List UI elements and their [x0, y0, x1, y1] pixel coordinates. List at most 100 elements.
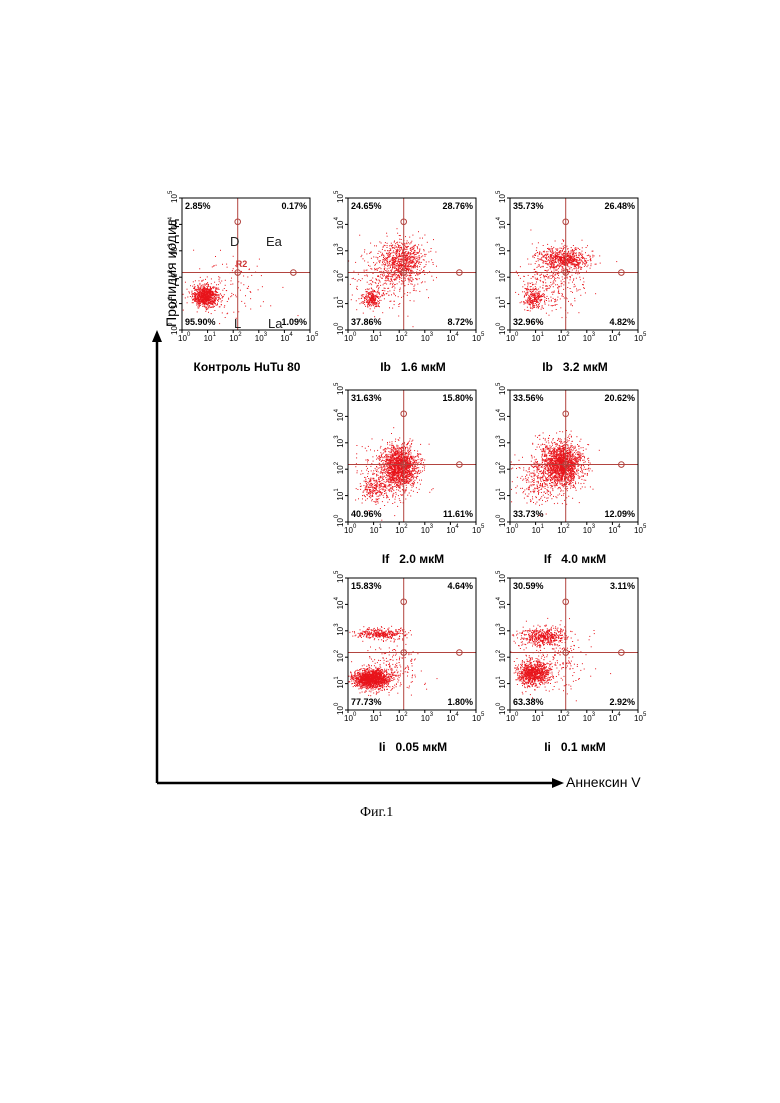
event-dot: [433, 280, 434, 281]
event-dot: [199, 289, 200, 290]
event-dot: [380, 487, 381, 488]
event-dot: [552, 262, 553, 263]
event-dot: [537, 301, 538, 302]
event-dot: [419, 251, 420, 252]
event-dot: [415, 267, 416, 268]
event-dot: [383, 477, 384, 478]
panel-ib-3-2: 10010010110110210210310310410410510535.7…: [500, 198, 640, 348]
event-dot: [406, 276, 407, 277]
event-dot: [377, 306, 378, 307]
event-dot: [537, 258, 538, 259]
event-dot: [549, 278, 550, 279]
event-dot: [185, 297, 186, 298]
event-dot: [209, 302, 210, 303]
event-dot: [213, 293, 214, 294]
event-dot: [542, 257, 543, 258]
event-dot: [225, 317, 226, 318]
event-dot: [544, 302, 545, 303]
event-dot: [201, 286, 202, 287]
event-dot: [211, 299, 212, 300]
event-dot: [571, 258, 572, 259]
event-dot: [541, 274, 542, 275]
event-dot: [381, 255, 382, 256]
event-dot: [219, 279, 220, 280]
event-dot: [208, 293, 209, 294]
event-dot: [557, 284, 558, 285]
event-dot: [406, 261, 407, 262]
event-dot: [379, 262, 380, 263]
event-dot: [527, 292, 528, 293]
event-dot: [391, 491, 392, 492]
event-dot: [210, 287, 211, 288]
event-dot: [572, 270, 573, 271]
event-dot: [546, 313, 547, 314]
event-dot: [553, 247, 554, 248]
event-dot: [583, 258, 584, 259]
event-dot: [536, 297, 537, 298]
event-dot: [552, 250, 553, 251]
event-dot: [401, 297, 402, 298]
event-dot: [396, 261, 397, 262]
event-dot: [197, 311, 198, 312]
event-dot: [392, 267, 393, 268]
event-dot: [544, 252, 545, 253]
event-dot: [384, 290, 385, 291]
event-dot: [558, 290, 559, 291]
event-dot: [230, 296, 231, 297]
event-dot: [224, 288, 225, 289]
event-dot: [398, 265, 399, 266]
event-dot: [404, 248, 405, 249]
event-dot: [363, 296, 364, 297]
event-dot: [561, 252, 562, 253]
event-dot: [370, 308, 371, 309]
event-dot: [552, 310, 553, 311]
event-dot: [563, 296, 564, 297]
event-dot: [361, 295, 362, 296]
event-dot: [550, 250, 551, 251]
event-dot: [201, 281, 202, 282]
quadrant-percent-upper-left: 35.73%: [513, 201, 544, 211]
event-dot: [395, 253, 396, 254]
event-dot: [201, 300, 202, 301]
event-dot: [560, 250, 561, 251]
event-dot: [532, 293, 533, 294]
event-dot: [209, 296, 210, 297]
event-dot: [529, 304, 530, 305]
event-dot: [531, 293, 532, 294]
event-dot: [386, 277, 387, 278]
event-dot: [524, 309, 525, 310]
event-dot: [213, 306, 214, 307]
event-dot: [537, 306, 538, 307]
event-dot: [419, 274, 420, 275]
event-dot: [191, 292, 192, 293]
event-dot: [546, 270, 547, 271]
event-dot: [371, 293, 372, 294]
event-dot: [371, 288, 372, 289]
event-dot: [578, 266, 579, 267]
event-dot: [547, 267, 548, 268]
event-dot: [298, 315, 299, 316]
event-dot: [214, 287, 215, 288]
event-dot: [208, 300, 209, 301]
event-dot: [524, 276, 525, 277]
event-dot: [410, 283, 411, 284]
x-axis-label: Аннексин V: [566, 774, 641, 790]
event-dot: [541, 296, 542, 297]
event-dot: [536, 282, 537, 283]
event-dot: [544, 277, 545, 278]
event-dot: [553, 276, 554, 277]
event-dot: [366, 275, 367, 276]
event-dot: [214, 306, 215, 307]
event-dot: [379, 251, 380, 252]
event-dot: [551, 300, 552, 301]
event-dot: [408, 270, 409, 271]
event-dot: [541, 253, 542, 254]
event-dot: [200, 297, 201, 298]
event-dot: [412, 279, 413, 280]
event-dot: [371, 269, 372, 270]
event-dot: [580, 262, 581, 263]
event-dot: [396, 246, 397, 247]
event-dot: [374, 265, 375, 266]
event-dot: [547, 264, 548, 265]
event-dot: [204, 301, 205, 302]
